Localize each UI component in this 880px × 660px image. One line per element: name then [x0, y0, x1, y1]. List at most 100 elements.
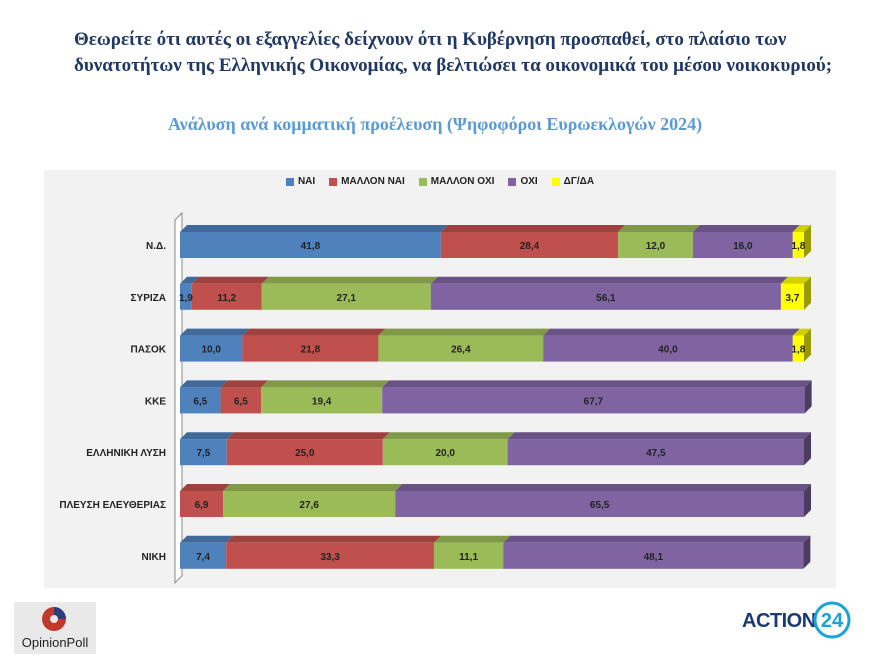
- bar-top-face: [618, 225, 700, 232]
- bar-top-face: [395, 484, 811, 491]
- bar-top-face: [226, 432, 390, 440]
- bar-top-face: [180, 276, 199, 284]
- category-label: ΠΛΕΥΣΗ ΕΛΕΥΘΕΡΙΑΣ: [59, 500, 166, 511]
- bar-segment: [261, 387, 383, 414]
- bar-segment: [242, 335, 379, 362]
- legend-swatch: [329, 177, 338, 186]
- bar-top-face: [792, 225, 811, 232]
- data-label: 25,0: [295, 448, 315, 459]
- data-label: 16,0: [733, 241, 753, 252]
- action24-logo-text: ACTION: [742, 610, 816, 632]
- legend-item: ΜΑΛΛΟΝ ΟΧΙ: [418, 176, 494, 187]
- legend-label: ΟΧΙ: [520, 176, 538, 187]
- bar-segment: [692, 232, 793, 258]
- bar-top-face: [382, 432, 515, 440]
- data-label: 67,7: [584, 396, 604, 407]
- data-label: 1,9: [179, 293, 193, 304]
- bar-top-face: [792, 328, 811, 336]
- bar-segment: [223, 491, 396, 517]
- bar-top-face: [261, 276, 438, 284]
- bar-segment: [180, 335, 243, 362]
- data-label: 7,4: [196, 552, 210, 563]
- opinionpoll-logo: OpinionPoll: [14, 602, 96, 654]
- data-label: 12,0: [646, 241, 666, 252]
- category-label: ΝΙΚΗ: [142, 552, 166, 563]
- bar-top-face: [692, 225, 800, 232]
- bar-top-face: [226, 535, 441, 543]
- bar-segment: [180, 439, 227, 466]
- bar-top-face: [261, 380, 390, 388]
- legend-item: ΟΧΙ: [508, 176, 538, 187]
- bar-segment: [180, 542, 227, 569]
- bar-side-face: [804, 328, 811, 362]
- legend-item: ΔΓ/ΔΑ: [551, 176, 595, 187]
- bar-segment: [792, 232, 804, 258]
- data-label: 11,1: [459, 552, 478, 563]
- legend-item: ΜΑΛΛΟΝ ΝΑΙ: [329, 176, 405, 187]
- bar-top-face: [378, 328, 551, 336]
- bar-side-face: [804, 225, 811, 258]
- data-label: 21,8: [301, 345, 321, 356]
- category-label: ΣΥΡΙΖΑ: [131, 293, 166, 304]
- bar-segment: [792, 335, 804, 362]
- legend-swatch: [285, 177, 294, 186]
- bar-segment: [378, 335, 544, 362]
- data-label: 48,1: [644, 552, 664, 563]
- bar-segment: [191, 283, 262, 310]
- data-label: 26,4: [451, 345, 471, 356]
- bar-top-face: [440, 225, 626, 232]
- bar-segment: [226, 439, 383, 466]
- action24-logo: ACTION 24: [742, 600, 851, 648]
- bar-top-face: [220, 380, 269, 388]
- legend-label: ΜΑΛΛΟΝ ΝΑΙ: [341, 176, 405, 187]
- data-label: 47,5: [646, 448, 666, 459]
- bar-segment: [180, 387, 221, 414]
- legend-label: ΔΓ/ΔΑ: [563, 176, 595, 187]
- bar-segment: [780, 283, 804, 310]
- data-label: 27,6: [299, 500, 319, 511]
- data-label: 65,5: [590, 500, 610, 511]
- data-label: 6,5: [193, 396, 207, 407]
- bar-segment: [618, 232, 693, 258]
- bar-top-face: [382, 380, 812, 388]
- data-label: 6,9: [195, 500, 209, 511]
- legend-swatch: [418, 177, 427, 186]
- data-label: 6,5: [234, 396, 248, 407]
- bar-top-face: [180, 535, 234, 543]
- bar-segment: [180, 491, 224, 517]
- bar-top-face: [180, 432, 234, 440]
- bar-segment: [261, 283, 431, 310]
- data-label: 10,0: [201, 345, 221, 356]
- bar-top-face: [433, 535, 511, 543]
- legend-item: ΝΑΙ: [285, 176, 315, 187]
- bar-segment: [382, 439, 508, 466]
- bar-top-face: [507, 432, 811, 440]
- data-label: 20,0: [435, 448, 455, 459]
- data-label: 11,2: [217, 293, 236, 304]
- bar-side-face: [804, 276, 811, 310]
- data-label: 56,1: [596, 293, 616, 304]
- bar-segment: [382, 387, 805, 414]
- bar-top-face: [180, 225, 448, 232]
- action24-logo-number: 24: [821, 610, 844, 632]
- bar-segment: [543, 335, 793, 362]
- chart-title: Θεωρείτε ότι αυτές οι εξαγγελίες δείχνου…: [74, 29, 833, 76]
- bar-side-face: [803, 535, 811, 569]
- bar-side-face: [804, 432, 811, 466]
- legend-swatch: [508, 177, 517, 186]
- category-label: ΠΑΣΟΚ: [131, 345, 167, 356]
- bar-segment: [226, 542, 434, 569]
- data-label: 1,8: [791, 345, 805, 356]
- opinionpoll-logo-text: OpinionPoll: [21, 635, 89, 650]
- bar-top-face: [503, 535, 811, 543]
- bar-segment: [180, 232, 441, 258]
- bar-top-face: [780, 276, 811, 284]
- category-label: Ν.Δ.: [146, 241, 166, 252]
- bar-top-face: [180, 380, 228, 388]
- bar-segment: [507, 439, 804, 466]
- data-label: 41,8: [301, 241, 321, 252]
- bar-segment: [503, 542, 804, 569]
- bar-top-face: [242, 328, 386, 336]
- bar-top-face: [223, 484, 403, 491]
- bar-segment: [180, 283, 192, 310]
